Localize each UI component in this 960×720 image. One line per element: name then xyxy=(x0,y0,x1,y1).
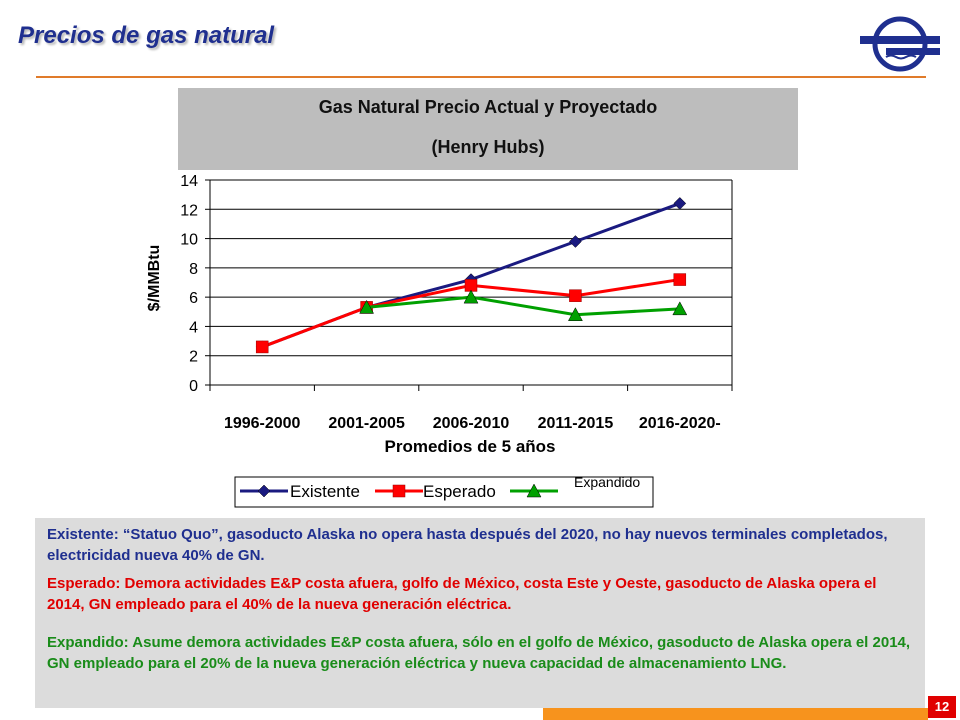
chart-header: Gas Natural Precio Actual y Proyectado (… xyxy=(178,88,798,170)
footer-bar xyxy=(543,708,928,720)
legend-label-existente: Existente xyxy=(290,482,360,501)
y-tick-label: 10 xyxy=(180,232,198,249)
legend-marker-esperado xyxy=(392,484,406,498)
legend-marker-expandido xyxy=(526,483,542,498)
data-point-expandido xyxy=(567,307,583,321)
chart-subtitle: (Henry Hubs) xyxy=(431,137,545,157)
note-expandido: Expandido: Asume demora actividades E&P … xyxy=(47,634,911,672)
y-tick-label: 14 xyxy=(180,173,198,190)
note-esperado: Esperado: Demora actividades E&P costa a… xyxy=(47,575,877,613)
x-tick-label: 2001-2005 xyxy=(328,415,405,432)
x-tick-label: 2006-2010 xyxy=(433,415,510,432)
y-tick-label: 4 xyxy=(189,319,198,336)
data-point-existente xyxy=(569,235,582,248)
page-number: 12 xyxy=(928,696,956,718)
y-tick-label: 12 xyxy=(180,202,198,219)
note-existente: Existente: “Statuo Quo”, gasoducto Alask… xyxy=(47,526,888,564)
data-point-existente xyxy=(673,197,687,210)
line-chart: 0 2 4 6 8 10 12 14 1996-2000 2001-2005 2006-2010 2… xyxy=(146,173,733,508)
x-tick-label: 2011-2015 xyxy=(538,415,614,432)
series-line-expandido xyxy=(366,295,680,317)
y-tick-label: 6 xyxy=(189,290,198,307)
data-point-esperado xyxy=(569,289,582,302)
data-point-expandido xyxy=(359,299,375,314)
company-logo-icon xyxy=(860,16,940,72)
chart-title: Gas Natural Precio Actual y Proyectado xyxy=(318,97,658,117)
y-tick-label: 0 xyxy=(189,378,198,395)
y-axis-label: $/MMBtu xyxy=(146,245,163,312)
data-point-expandido xyxy=(672,301,688,316)
data-point-expandido xyxy=(463,289,479,304)
scenario-notes: Existente: “Statuo Quo”, gasoducto Alask… xyxy=(35,518,925,708)
y-tick-label: 2 xyxy=(189,349,198,366)
x-tick-label: 1996-2000 xyxy=(224,415,301,432)
y-tick-label: 8 xyxy=(189,261,198,278)
data-point-esperado xyxy=(255,340,269,354)
legend-box xyxy=(234,476,654,508)
chart-legend: Existente Esperado Expandido xyxy=(234,474,654,508)
x-axis-label: Promedios de 5 años xyxy=(385,437,556,456)
slide-title: Precios de gas natural xyxy=(18,22,275,49)
x-tick-label: 2016-2020- xyxy=(639,415,721,432)
legend-label-expandido: Expandido xyxy=(574,474,640,490)
title-divider xyxy=(36,76,926,78)
legend-label-esperado: Esperado xyxy=(423,482,496,501)
data-point-esperado xyxy=(673,273,687,286)
legend-marker-existente xyxy=(257,484,271,498)
